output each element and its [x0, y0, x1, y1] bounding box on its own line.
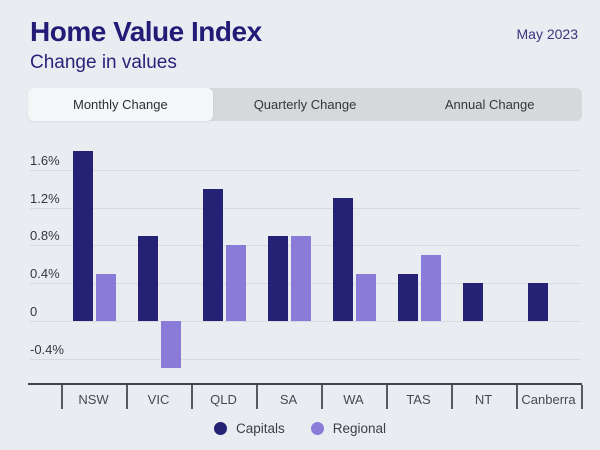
capitals-bar-nsw	[73, 150, 93, 321]
chart-legend: Capitals Regional	[0, 421, 600, 436]
x-axis-tick	[516, 385, 518, 409]
legend-item-regional: Regional	[310, 421, 387, 436]
regional-bar-vic	[161, 321, 181, 369]
bar-group-vic	[126, 133, 191, 383]
bar-group-nt	[451, 133, 516, 383]
y-axis-label: 0.4%	[30, 266, 60, 282]
y-axis-label: -0.4%	[30, 341, 64, 357]
bar-group-tas	[386, 133, 451, 383]
bar-group-wa	[321, 133, 386, 383]
gridline	[30, 207, 581, 209]
x-axis-label-tas: TAS	[406, 392, 431, 407]
x-axis-tick	[191, 385, 193, 409]
x-axis-tick	[451, 385, 453, 409]
tab-bar: Monthly Change Quarterly Change Annual Cha…	[28, 88, 582, 121]
page-subtitle: Change in values	[30, 52, 177, 73]
report-date: May 2023	[516, 26, 578, 42]
regional-bar-tas	[421, 254, 441, 321]
x-axis-tick	[386, 385, 388, 409]
x-axis-tick	[256, 385, 258, 409]
bar-group-nsw	[61, 133, 126, 383]
x-axis-label-vic: VIC	[147, 392, 170, 407]
capitals-bar-qld	[203, 188, 223, 321]
capitals-bar-vic	[138, 235, 158, 321]
x-axis-label-qld: QLD	[210, 392, 237, 407]
capitals-bar-wa	[333, 198, 353, 321]
capitals-bar-tas	[398, 273, 418, 321]
y-axis-label: 0.8%	[30, 228, 60, 244]
legend-label: Regional	[332, 421, 387, 436]
chart-plot: 1.6% 1.2% 0.8% 0.4% 0 -0.4%	[28, 133, 582, 383]
x-axis-label-nsw: NSW	[78, 392, 109, 407]
page-title: Home Value Index	[30, 16, 262, 47]
legend-item-capitals: Capitals	[213, 421, 285, 436]
tab-monthly-change[interactable]: Monthly Change	[28, 88, 213, 121]
x-axis-label-nt: NT	[474, 392, 493, 407]
x-axis-labels: NSW VIC QLD SA WA TAS NT Canberra	[61, 385, 581, 410]
x-axis-label-canberra: Canberra	[521, 392, 576, 407]
y-axis-label: 1.6%	[30, 152, 60, 168]
legend-label: Capitals	[235, 421, 285, 436]
regional-bar-nsw	[96, 273, 116, 321]
bar-group-qld	[191, 133, 256, 383]
tab-quarterly-change[interactable]: Quarterly Change	[213, 88, 398, 121]
capitals-bar-nt	[463, 283, 483, 321]
capitals-legend-dot-icon	[213, 422, 227, 435]
tab-annual-change[interactable]: Annual Change	[397, 88, 582, 121]
gridline	[30, 358, 581, 360]
bar-groups	[61, 133, 581, 383]
x-axis: NSW VIC QLD SA WA TAS NT Canberra	[28, 383, 583, 410]
x-axis-tick	[126, 385, 128, 409]
regional-bar-sa	[291, 235, 311, 321]
regional-bar-wa	[356, 273, 376, 321]
bar-group-canberra	[516, 133, 581, 383]
x-axis-tick	[321, 385, 323, 409]
x-axis-label-sa: SA	[279, 392, 298, 407]
x-axis-label-wa: WA	[343, 392, 364, 407]
regional-bar-qld	[226, 245, 246, 321]
y-axis-label: 0	[30, 304, 38, 319]
bar-group-sa	[256, 133, 321, 383]
gridline	[30, 321, 581, 322]
y-axis-label: 1.2%	[30, 190, 60, 206]
regional-legend-dot-icon	[310, 422, 324, 435]
gridline	[30, 169, 581, 171]
capitals-bar-canberra	[528, 283, 548, 321]
capitals-bar-sa	[268, 235, 288, 321]
x-axis-tick	[61, 385, 63, 409]
x-axis-tick	[581, 385, 583, 409]
